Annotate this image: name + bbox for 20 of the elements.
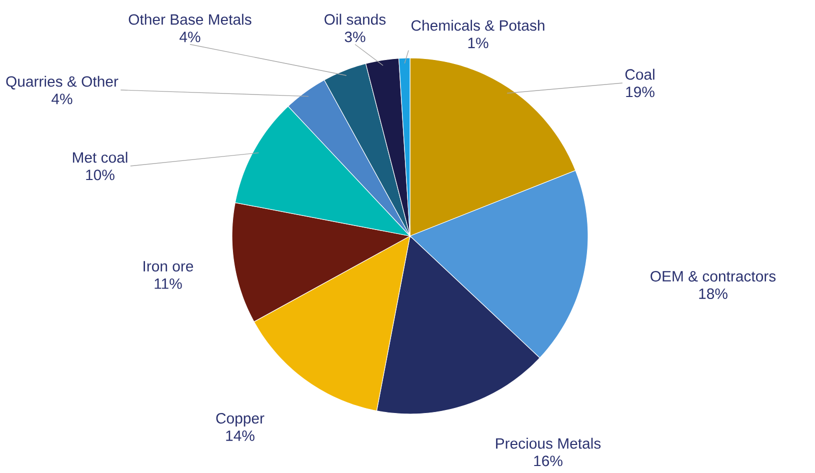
data-label: 11% (154, 278, 182, 289)
slice-label: Met coal (72, 152, 128, 163)
data-label: 1% (468, 38, 488, 48)
slice-label: Oil sands (324, 14, 386, 25)
data-label: 4% (52, 94, 72, 104)
slice-label: Coal (625, 68, 654, 80)
slice-label: Iron ore (144, 261, 194, 272)
slice-label: Chemicals & Potash (411, 20, 544, 31)
data-label: 10% (86, 170, 114, 180)
data-label: 4% (180, 32, 200, 42)
data-label: 14% (226, 430, 254, 441)
data-label: 16% (534, 456, 562, 466)
slice-label: OEM & contractors (650, 270, 776, 282)
slice-label: Other Base Metals (128, 14, 252, 25)
data-label: 18% (699, 288, 728, 299)
slice-label: Copper (216, 413, 264, 427)
slice-label: Quarries & Other (6, 76, 118, 90)
slice-label: Precious Metals (496, 438, 601, 449)
data-label: 19% (626, 86, 654, 98)
data-label: 3% (344, 32, 366, 42)
